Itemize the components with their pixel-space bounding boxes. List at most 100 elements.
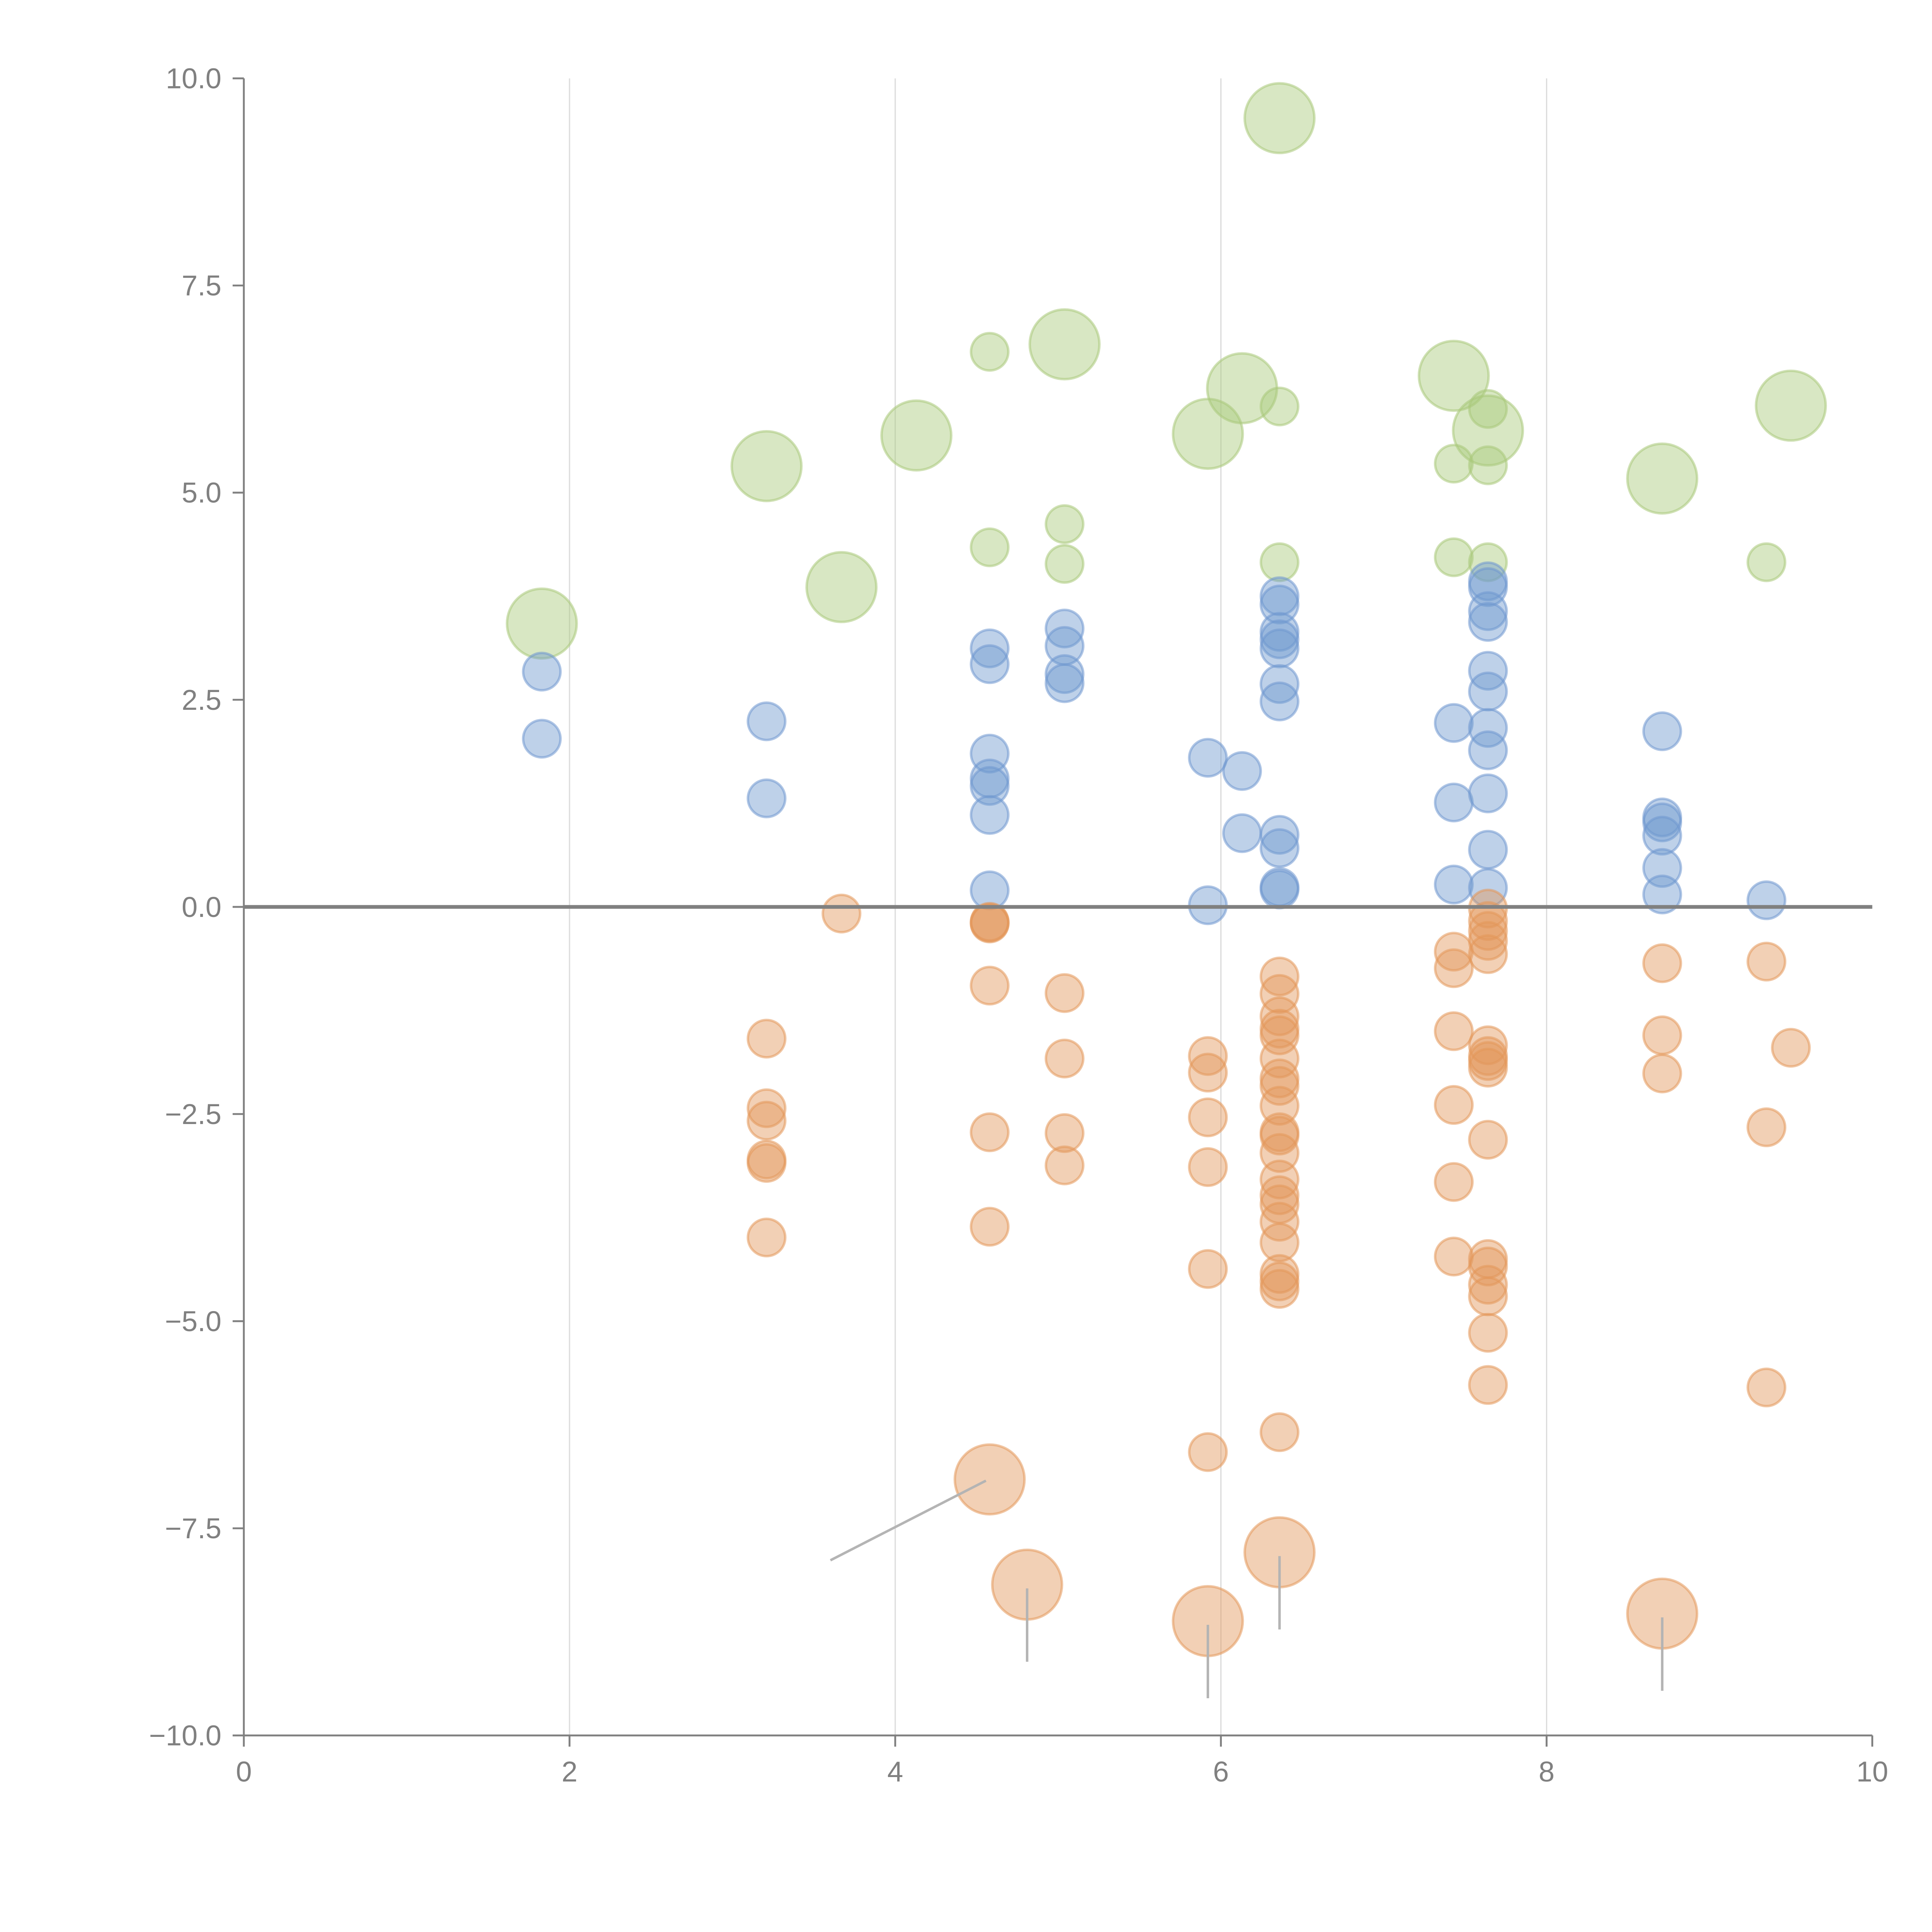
data-point-orange [1747, 942, 1787, 982]
y-tick-label: −2.5 [165, 1098, 221, 1130]
data-point-orange [1044, 973, 1085, 1013]
data-point-orange [1188, 1097, 1228, 1138]
data-point-orange [1044, 1145, 1085, 1185]
data-point-orange [1468, 911, 1508, 951]
data-point-orange [1468, 1313, 1508, 1353]
series-blue [522, 561, 1787, 925]
data-point-orange [1468, 1265, 1508, 1305]
data-point-blue [1259, 815, 1299, 855]
data-point-orange [1259, 1222, 1299, 1262]
data-point-blue [1468, 651, 1508, 691]
data-point-blue [1468, 830, 1508, 870]
data-point-orange [747, 1143, 787, 1183]
data-point-orange [1259, 1116, 1299, 1156]
data-point-orange [1259, 956, 1299, 997]
data-point-orange [1747, 1107, 1787, 1147]
y-tick-label: 7.5 [182, 270, 221, 302]
x-tick-label: 2 [561, 1755, 577, 1787]
data-point-blue [1434, 864, 1474, 905]
data-point-green [1626, 442, 1699, 515]
data-point-orange [1434, 1162, 1474, 1202]
data-point-orange [1642, 943, 1682, 983]
data-point-blue [1468, 591, 1508, 631]
data-point-green [1028, 308, 1101, 381]
data-point-orange [1642, 1015, 1682, 1055]
data-point-green [1755, 369, 1827, 442]
data-point-orange [1468, 934, 1508, 974]
data-point-blue [747, 778, 787, 818]
x-tick-label: 10 [1856, 1755, 1888, 1787]
data-point-blue [1468, 602, 1508, 642]
data-point-orange [1188, 1249, 1228, 1289]
data-point-blue [1468, 730, 1508, 770]
label-leader-line [830, 1480, 987, 1561]
data-point-blue [1188, 738, 1228, 778]
data-point-orange [969, 966, 1010, 1006]
data-point-orange [969, 1112, 1010, 1152]
y-tick-label: 5.0 [182, 477, 221, 509]
y-tick-label: −7.5 [165, 1512, 221, 1544]
data-point-green [1417, 340, 1490, 412]
data-point-blue [522, 719, 562, 759]
data-point-green [1434, 537, 1474, 577]
data-point-orange [1434, 1085, 1474, 1125]
data-point-green [805, 551, 878, 623]
data-point-orange [1434, 1011, 1474, 1051]
data-point-orange [1188, 1147, 1228, 1187]
data-point-orange [1468, 1025, 1508, 1065]
data-point-orange [747, 1019, 787, 1059]
data-point-orange [1259, 1269, 1299, 1309]
data-point-orange [1188, 1036, 1228, 1076]
data-point-orange [1747, 1367, 1787, 1408]
data-point-green [1243, 82, 1316, 155]
data-point-orange [1259, 1202, 1299, 1242]
data-point-blue [1259, 664, 1299, 704]
data-point-orange [953, 1443, 1026, 1516]
data-point-blue [1747, 880, 1787, 920]
data-point-blue [1044, 663, 1085, 703]
data-point-green [1044, 504, 1085, 544]
data-point-blue [522, 651, 562, 692]
data-point-blue [1259, 584, 1299, 624]
data-point-blue [1434, 782, 1474, 823]
data-point-blue [969, 628, 1010, 668]
data-point-blue [1468, 672, 1508, 712]
data-point-green [505, 587, 578, 660]
x-axis-ticks: 0 2 4 6 8 10 [236, 1735, 1888, 1787]
data-point-green [969, 332, 1010, 372]
data-point-orange [1044, 1113, 1085, 1153]
data-point-orange [969, 1207, 1010, 1247]
y-tick-label: −5.0 [165, 1305, 221, 1337]
data-point-blue [1259, 576, 1299, 616]
data-point-green [730, 430, 803, 502]
data-point-blue [969, 870, 1010, 910]
data-point-green [969, 527, 1010, 567]
data-point-blue [969, 795, 1010, 835]
data-point-orange [747, 1100, 787, 1141]
data-point-blue [1044, 609, 1085, 649]
data-point-green [1468, 445, 1508, 485]
data-point-orange [969, 903, 1010, 944]
data-point-orange [1468, 921, 1508, 961]
data-point-green [880, 399, 952, 472]
data-point-blue [1259, 681, 1299, 721]
data-point-green [1468, 389, 1508, 429]
data-point-green [1747, 542, 1787, 582]
data-point-blue [1642, 816, 1682, 856]
data-point-green [1259, 386, 1299, 427]
data-point-green [1044, 544, 1085, 584]
data-point-blue [1642, 711, 1682, 752]
data-point-blue [969, 644, 1010, 684]
data-point-blue [969, 766, 1010, 806]
data-point-orange [1468, 1048, 1508, 1088]
data-points [505, 82, 1827, 1657]
data-point-orange [747, 1088, 787, 1128]
y-tick-label: 2.5 [182, 684, 221, 716]
data-point-blue [1259, 619, 1299, 659]
data-point-orange [821, 893, 862, 934]
x-tick-label: 4 [887, 1755, 903, 1787]
data-point-blue [1468, 708, 1508, 748]
data-point-orange [1259, 1412, 1299, 1452]
x-tick-label: 0 [236, 1755, 252, 1787]
data-point-orange [747, 1218, 787, 1258]
